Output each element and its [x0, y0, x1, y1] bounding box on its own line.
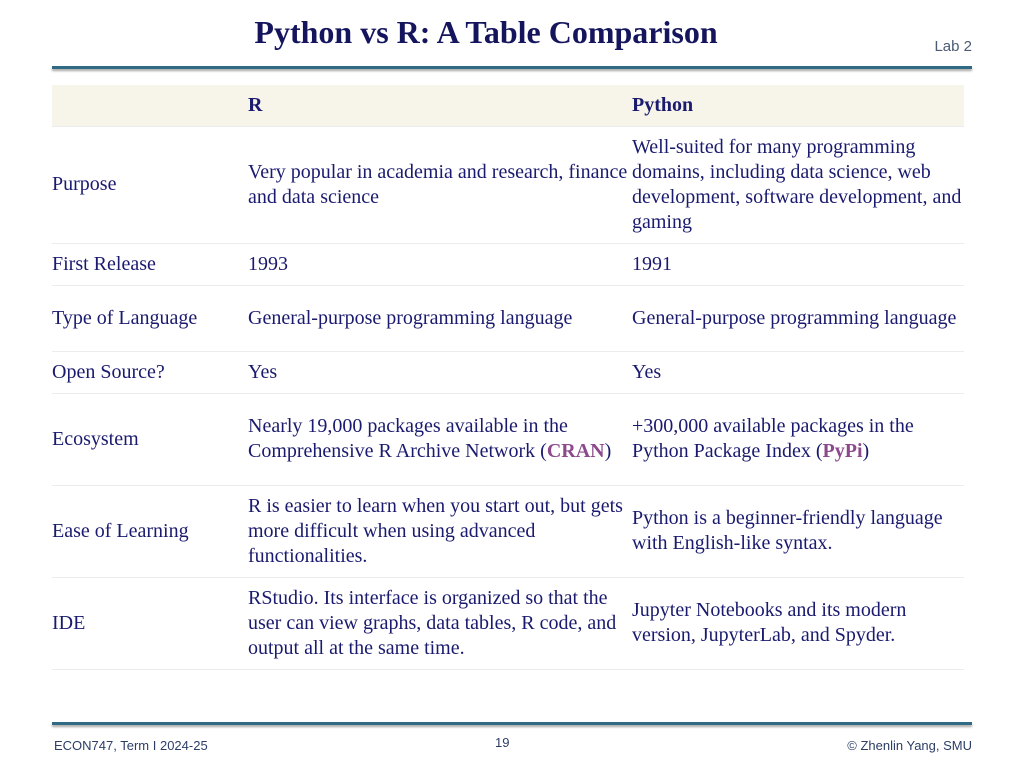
table-row-ecosystem: Ecosystem Nearly 19,000 packages availab…	[52, 392, 964, 485]
r-cell: Very popular in academia and research, f…	[248, 125, 632, 243]
python-cell: 1991	[632, 242, 964, 285]
row-label: Open Source?	[52, 350, 248, 393]
r-ecosystem-text: Nearly 19,000 packages available in the …	[248, 415, 568, 462]
header-divider	[52, 66, 972, 69]
r-cell: Yes	[248, 350, 632, 393]
python-cell: Python is a beginner-friendly language w…	[632, 484, 964, 577]
row-label: Ease of Learning	[52, 484, 248, 577]
table-row-open-source: Open Source? Yes Yes	[52, 350, 964, 393]
r-cell: Nearly 19,000 packages available in the …	[248, 392, 632, 485]
r-cell: R is easier to learn when you start out,…	[248, 484, 632, 577]
python-cell: Well-suited for many programming domains…	[632, 125, 964, 243]
row-label: Type of Language	[52, 284, 248, 351]
page-number: 19	[495, 735, 510, 750]
header-cell-python: Python	[632, 93, 694, 116]
table-row-ide: IDE RStudio. Its interface is organized …	[52, 576, 964, 670]
python-cell: Jupyter Notebooks and its modern version…	[632, 576, 964, 670]
comparison-table: R Python Purpose Very popular in academi…	[52, 85, 964, 670]
table-row-first-release: First Release 1993 1991	[52, 242, 964, 285]
header-cell-empty	[52, 85, 248, 126]
footer-divider	[52, 722, 972, 725]
python-cell: +300,000 available packages in the Pytho…	[632, 392, 964, 485]
table-row-type-of-language: Type of Language General-purpose program…	[52, 284, 964, 351]
slide-title: Python vs R: A Table Comparison	[254, 14, 718, 50]
python-cell: Yes	[632, 350, 964, 393]
copyright: © Zhenlin Yang, SMU	[847, 738, 972, 753]
lab-label: Lab 2	[934, 38, 972, 55]
r-ecosystem-close: )	[604, 440, 612, 462]
row-label: Purpose	[52, 125, 248, 243]
row-label: Ecosystem	[52, 392, 248, 485]
python-ecosystem-close: )	[862, 440, 870, 462]
course-label: ECON747, Term I 2024-25	[54, 738, 208, 753]
r-cell: 1993	[248, 242, 632, 285]
header-cell-r: R	[248, 93, 263, 116]
table-header-row: R Python	[52, 85, 964, 126]
python-ecosystem-text: +300,000 available packages in the Pytho…	[632, 415, 914, 462]
row-label: First Release	[52, 242, 248, 285]
cran-link[interactable]: CRAN	[546, 440, 605, 462]
python-cell: General-purpose programming language	[632, 284, 964, 351]
table-row-purpose: Purpose Very popular in academia and res…	[52, 125, 964, 243]
table-row-ease-of-learning: Ease of Learning R is easier to learn wh…	[52, 484, 964, 577]
pypi-link[interactable]: PyPi	[822, 440, 863, 462]
r-cell: General-purpose programming language	[248, 284, 632, 351]
r-cell: RStudio. Its interface is organized so t…	[248, 576, 632, 670]
row-label: IDE	[52, 576, 248, 670]
